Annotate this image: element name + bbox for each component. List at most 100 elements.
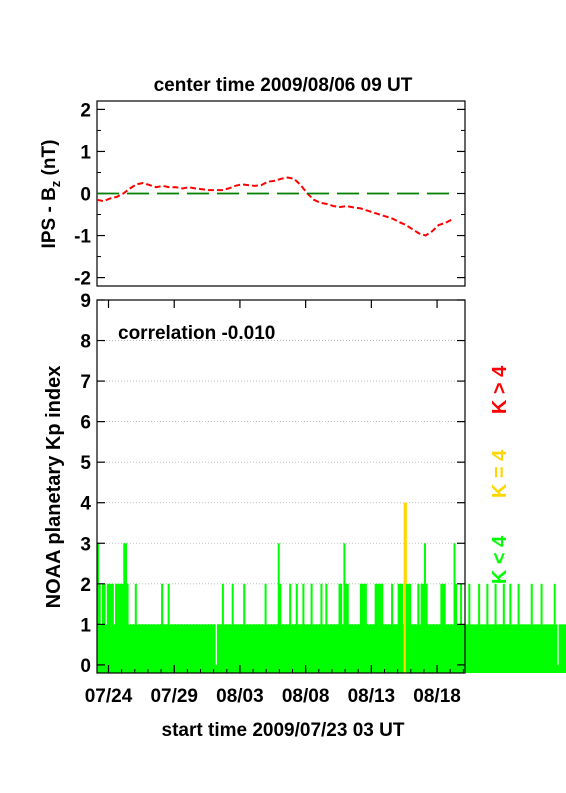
kp-bar: [264, 583, 267, 673]
kp-bar: [192, 624, 195, 673]
kp-bar: [542, 624, 545, 673]
ips-bz-y-label-unit: (nT): [39, 140, 60, 181]
kp-bar: [558, 624, 561, 673]
kp-bar: [146, 624, 149, 673]
kp-bar: [302, 583, 305, 673]
kp-bar: [537, 624, 540, 673]
kp-bar: [486, 583, 489, 673]
kp-bar: [271, 624, 274, 673]
kp-bar: [563, 624, 566, 673]
kp-bar: [167, 583, 170, 673]
ips-bz-panel: -2 -1 0 1 2 IPS - Bz (nT): [39, 100, 466, 290]
kp-bar: [366, 624, 369, 673]
kp-bar: [428, 624, 431, 673]
ips-bz-ytick-label: 0: [80, 185, 91, 206]
kp-bar: [474, 624, 477, 673]
legend-k-eq4: K = 4: [489, 449, 511, 498]
kp-bar: [141, 624, 144, 673]
chart-title: center time 2009/08/06 09 UT: [154, 75, 413, 96]
kp-bar: [423, 543, 426, 673]
kp-bar: [420, 583, 423, 673]
kp-bar: [190, 624, 193, 673]
kp-bar: [409, 583, 412, 673]
kp-bar: [310, 583, 313, 673]
kp-bar: [126, 583, 129, 673]
kp-bar: [203, 624, 206, 673]
kp-bar: [154, 624, 157, 673]
kp-legend: K > 4 K = 4 K < 4: [489, 365, 511, 584]
kp-bar: [228, 624, 231, 673]
kp-bar: [437, 624, 440, 673]
kp-bar: [120, 583, 123, 673]
kp-bar: [328, 624, 331, 673]
kp-bar: [484, 624, 487, 673]
kp-bar: [231, 583, 234, 673]
legend-k-gt4: K > 4: [489, 365, 511, 414]
kp-bar: [159, 624, 162, 673]
kp-bar: [425, 583, 428, 673]
kp-bar: [115, 583, 118, 673]
kp-bar: [218, 624, 221, 673]
kp-bar: [468, 583, 471, 673]
kp-bar: [557, 664, 560, 673]
kp-bar: [517, 583, 520, 673]
kp-bar: [489, 624, 492, 673]
kp-bar: [543, 624, 546, 673]
kp-bar: [435, 624, 438, 673]
kp-bar: [241, 624, 244, 673]
kp-xtick-label: 08/13: [348, 686, 396, 707]
kp-bar: [333, 624, 336, 673]
kp-bar: [170, 624, 173, 673]
correlation-annotation: correlation -0.010: [118, 323, 275, 344]
kp-bar: [479, 624, 482, 673]
kp-bar: [101, 583, 104, 673]
kp-bar: [193, 624, 196, 673]
kp-bar: [511, 624, 514, 673]
kp-bar: [110, 583, 113, 673]
kp-bar: [417, 583, 420, 673]
kp-bar: [307, 624, 310, 673]
kp-bar: [189, 624, 192, 673]
kp-bar: [363, 583, 366, 673]
kp-bar: [387, 624, 390, 673]
kp-bar: [522, 624, 525, 673]
kp-bar: [515, 624, 518, 673]
kp-bar: [384, 624, 387, 673]
kp-bar: [377, 583, 380, 673]
kp-bar: [108, 583, 111, 673]
kp-bar: [327, 624, 330, 673]
kp-bar: [422, 583, 425, 673]
kp-bar: [259, 624, 262, 673]
kp-bar: [244, 624, 247, 673]
kp-bar: [138, 624, 141, 673]
kp-bar: [136, 624, 139, 673]
kp-bar: [295, 583, 298, 673]
kp-bar: [221, 583, 224, 673]
kp-bar: [448, 624, 451, 673]
kp-bar: [381, 583, 384, 673]
kp-y-axis-label: NOAA planetary Kp index: [43, 366, 65, 609]
ips-bz-y-axis-label: IPS - Bz (nT): [39, 140, 63, 249]
kp-bar: [397, 583, 400, 673]
kp-bar: [111, 583, 114, 673]
kp-bar: [238, 624, 241, 673]
kp-bar: [236, 624, 239, 673]
kp-bar: [351, 624, 354, 673]
kp-bars: [97, 502, 566, 673]
kp-ytick-label: 9: [80, 291, 91, 312]
kp-bar: [248, 624, 251, 673]
kp-bar: [525, 624, 528, 673]
kp-bar: [287, 624, 290, 673]
kp-xtick-label: 08/18: [413, 686, 461, 707]
ips-bz-lines: [96, 176, 453, 237]
kp-bar: [461, 624, 464, 673]
kp-bar: [149, 624, 152, 673]
kp-bar: [530, 583, 533, 673]
kp-bar: [402, 624, 405, 673]
kp-bar: [504, 624, 507, 673]
kp-bar: [389, 624, 392, 673]
kp-bar: [212, 624, 215, 673]
kp-bar: [440, 583, 443, 673]
kp-bar: [198, 624, 201, 673]
kp-bar: [443, 583, 446, 673]
